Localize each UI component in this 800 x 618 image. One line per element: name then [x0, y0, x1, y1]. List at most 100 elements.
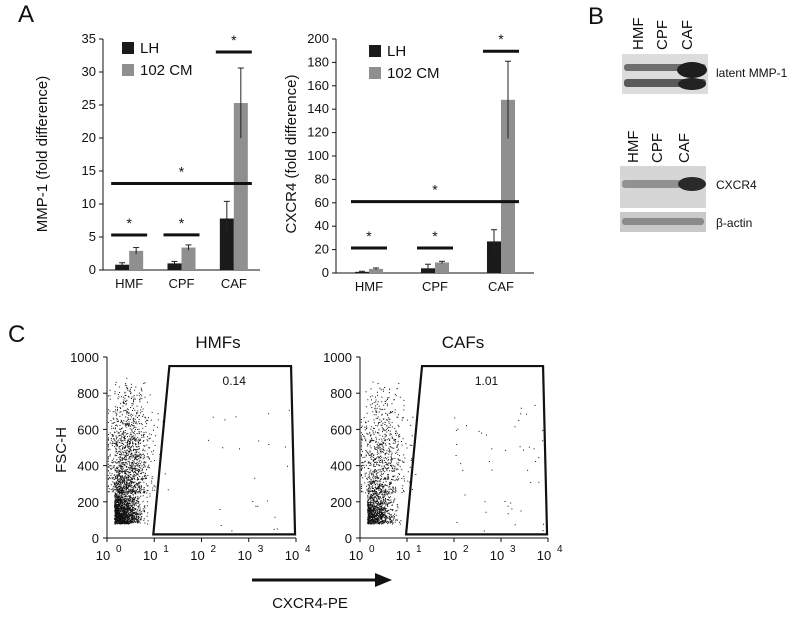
flow-cafs-event-dots [360, 381, 544, 532]
cxcr4-category-label: CPF [422, 279, 448, 294]
flow-x-axis-label: CXCR4-PE [272, 595, 348, 612]
flow-y-axis-label: FSC-H [53, 427, 70, 473]
flow-cafs-x-tick-exponent: 4 [557, 544, 563, 555]
blot-top-band-caf-lower [678, 78, 706, 90]
cxcr4-y-tick-label: 80 [315, 171, 329, 186]
mmp1-y-tick-label: 15 [82, 163, 96, 178]
mmp1-y-tick-label: 5 [89, 229, 96, 244]
flow-hmfs-events [107, 377, 290, 532]
flow-cafs-events [360, 381, 544, 532]
cxcr4-significance-star: * [432, 228, 438, 244]
blot-bottom-lane-2: CPF [649, 133, 666, 163]
mmp1-category-label: HMF [115, 276, 143, 291]
flow-cafs-y-tick-label: 600 [330, 422, 352, 437]
mmp1-bar-102-cm [181, 247, 196, 270]
cxcr4-y-tick-label: 160 [307, 78, 329, 93]
blot-top-band-label: latent MMP-1 [716, 66, 788, 80]
mmp1-legend-label: 102 CM [140, 62, 193, 79]
flow-hmfs-x-tick-exponent: 1 [163, 544, 169, 555]
blot-actin-band [622, 218, 704, 225]
flow-hmfs-y-tick-label: 400 [77, 459, 99, 474]
mmp1-significance-star: * [231, 32, 237, 48]
flow-x-axis-arrow [252, 573, 392, 587]
cxcr4-significance-star: * [432, 182, 438, 198]
panel-label-c: C [8, 321, 25, 348]
cxcr4-y-tick-label: 0 [322, 265, 329, 280]
cxcr4-y-tick-label: 140 [307, 101, 329, 116]
mmp1-bar-102-cm [129, 250, 144, 270]
flow-cafs-x-tick-label: 10 [443, 548, 457, 563]
blot-cxcr4-band [622, 180, 682, 188]
mmp1-significance-star: * [179, 164, 185, 180]
blot-top-band-caf [677, 62, 707, 78]
flow-plot-hmfs: HMFs FSC-H 0 200 400 600 800 1000 10 0 10 1 10 2 10 3… [53, 333, 311, 563]
flow-cafs-y-tick-label: 800 [330, 386, 352, 401]
mmp1-category-label: CAF [221, 276, 247, 291]
cxcr4-significance-star: * [498, 31, 504, 47]
cxcr4-bar-102-cm [369, 268, 383, 273]
flow-cafs-y-tick-label: 1000 [323, 350, 352, 365]
cxcr4-y-tick-label: 180 [307, 54, 329, 69]
mmp1-y-tick-label: 10 [82, 196, 96, 211]
cxcr4-y-tick-label: 60 [315, 195, 329, 210]
cxcr4-y-tick-label: 20 [315, 242, 329, 257]
western-blot-mmp1: HMF CPF CAF latent MMP-1 [622, 18, 788, 94]
flow-hmfs-y-tick-label: 1000 [70, 350, 99, 365]
flow-hmfs-x-tick-exponent: 0 [116, 544, 122, 555]
flow-hmfs-gate-percentage: 0.14 [223, 374, 247, 388]
flow-cafs-x-tick-label: 10 [490, 548, 504, 563]
western-blot-cxcr4: HMF CPF CAF CXCR4 β-actin [620, 131, 757, 232]
flow-hmfs-event-dots [107, 377, 290, 532]
mmp1-bar-102-cm [233, 103, 248, 271]
mmp1-significance-star: * [126, 215, 132, 231]
flow-hmfs-y-tick-label: 800 [77, 386, 99, 401]
flow-cafs-x-tick-exponent: 1 [416, 544, 422, 555]
flow-cafs-x-tick-exponent: 3 [510, 544, 516, 555]
cxcr4-significance-star: * [366, 228, 372, 244]
cxcr4-bar-102-cm [435, 262, 449, 273]
mmp1-bar-lh [115, 264, 130, 270]
flow-hmfs-y-tick-label: 600 [77, 422, 99, 437]
flow-cafs-title: CAFs [442, 333, 485, 352]
flow-cafs-x-tick-exponent: 2 [463, 544, 469, 555]
cxcr4-category-label: CAF [488, 279, 514, 294]
cxcr4-legend-label: 102 CM [387, 65, 440, 82]
flow-cafs-x-tick-label: 10 [396, 548, 410, 563]
flow-hmfs-x-tick-label: 10 [96, 548, 110, 563]
flow-hmfs-x-tick-exponent: 2 [211, 544, 217, 555]
mmp1-significance-star: * [179, 215, 185, 231]
cxcr4-bar-chart: CXCR4 (fold difference) 0 20 40 60 80 100 120 1… [283, 31, 534, 294]
mmp1-y-tick-label: 25 [82, 97, 96, 112]
blot-bottom-lane-3: CAF [676, 133, 693, 163]
blot-top-lane-1: HMF [630, 18, 647, 51]
mmp1-y-tick-label: 20 [82, 130, 96, 145]
flow-hmfs-x-tick-exponent: 4 [305, 544, 311, 555]
panel-label-b: B [588, 3, 604, 30]
blot-bottom-lane-1: HMF [625, 131, 642, 164]
mmp1-category-label: CPF [169, 276, 195, 291]
blot-top-lane-3: CAF [679, 20, 696, 50]
flow-hmfs-x-tick-label: 10 [143, 548, 157, 563]
panel-label-a: A [18, 1, 34, 28]
flow-hmfs-y-tick-label: 0 [92, 531, 99, 546]
mmp1-y-tick-label: 0 [89, 262, 96, 277]
flow-cafs-x-tick-label: 10 [537, 548, 551, 563]
blot-top-lane-2: CPF [654, 20, 671, 50]
flow-cafs-y-tick-label: 400 [330, 459, 352, 474]
cxcr4-y-tick-label: 200 [307, 31, 329, 46]
flow-cafs-y-tick-label: 0 [345, 531, 352, 546]
flow-cafs-y-tick-label: 200 [330, 495, 352, 510]
flow-hmfs-y-tick-label: 200 [77, 495, 99, 510]
flow-plot-cafs: CAFs 0 200 400 600 800 1000 10 0 10 1 10 2 10 3 10 4 1.0… [323, 333, 563, 563]
flow-cafs-gate-percentage: 1.01 [475, 374, 499, 388]
flow-hmfs-x-tick-label: 10 [285, 548, 299, 563]
flow-cafs-x-tick-exponent: 0 [369, 544, 375, 555]
cxcr4-bar-102-cm [501, 99, 515, 273]
mmp1-legend-swatch [122, 64, 134, 76]
flow-hmfs-x-tick-exponent: 3 [258, 544, 264, 555]
blot-cxcr4-label: CXCR4 [716, 178, 757, 192]
blot-actin-label: β-actin [716, 216, 752, 230]
mmp1-bar-lh [219, 218, 234, 270]
cxcr4-category-label: HMF [355, 279, 383, 294]
flow-hmfs-x-tick-label: 10 [190, 548, 204, 563]
